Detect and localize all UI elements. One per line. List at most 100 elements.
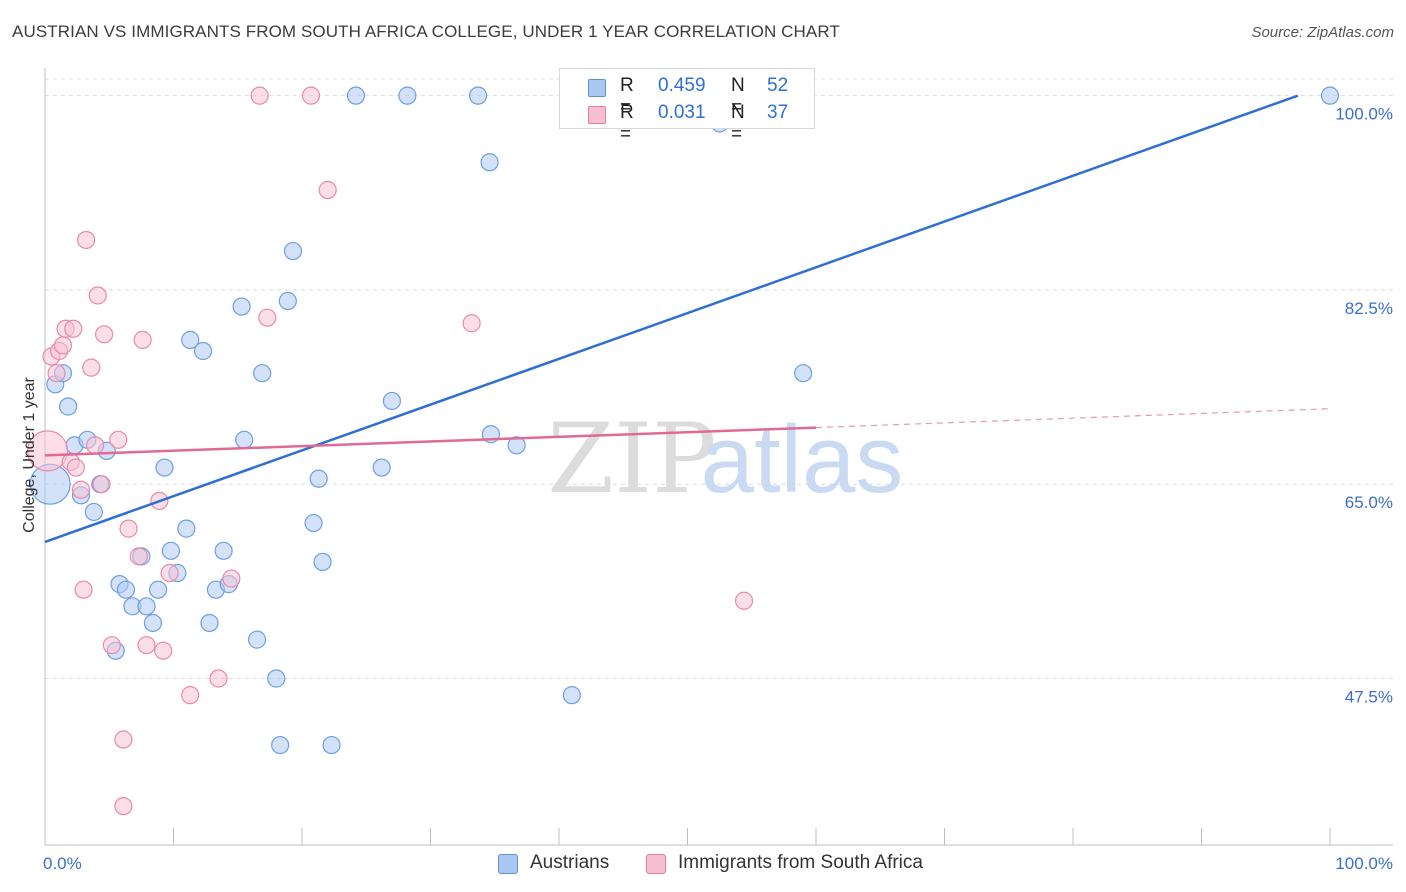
- austrians-trend-line: [44, 94, 1299, 544]
- austrians-point: [232, 297, 251, 316]
- austrians-point: [304, 513, 323, 533]
- watermark-atlas: atlas: [701, 406, 904, 513]
- grid-lines: [45, 78, 1393, 679]
- immigrants-point: [47, 364, 66, 383]
- austrians-point: [148, 580, 168, 599]
- y-tick-label: 47.5%: [1345, 687, 1393, 706]
- austrians-point: [177, 519, 196, 538]
- austrians-point: [214, 541, 233, 560]
- austrians-point: [267, 669, 286, 688]
- austrians-point: [278, 291, 297, 311]
- austrians-point: [193, 341, 213, 361]
- immigrants-point: [133, 330, 152, 349]
- immigrants-point: [86, 436, 105, 455]
- immigrants-point: [209, 669, 228, 688]
- legend-n-value: 52: [767, 75, 789, 96]
- austrians-point: [253, 364, 272, 383]
- immigrants-trend-extension: [815, 408, 1331, 429]
- y-tick-label: 65.0%: [1345, 493, 1393, 512]
- austrians-point: [322, 735, 341, 755]
- legend-swatch-austrians: [498, 854, 518, 874]
- immigrants-point: [462, 314, 481, 333]
- legend-label-immigrants: Immigrants from South Africa: [678, 852, 923, 873]
- immigrants-point: [71, 480, 91, 499]
- legend-n-value: 37: [767, 102, 789, 123]
- austrians-point: [507, 436, 526, 455]
- austrians-point: [398, 86, 417, 105]
- data-points: [26, 86, 1340, 816]
- immigrants-point: [301, 86, 321, 105]
- austrians-point: [480, 153, 499, 172]
- austrians-point: [309, 469, 328, 488]
- legend-r-value: 0.031: [658, 102, 706, 123]
- legend-swatch-pink: [588, 106, 606, 124]
- immigrants-point: [160, 563, 179, 583]
- immigrants-point: [318, 180, 337, 200]
- austrians-point: [562, 686, 581, 705]
- austrians-point: [235, 430, 254, 449]
- immigrants-point: [258, 308, 277, 327]
- immigrants-point: [77, 230, 96, 250]
- austrians-point: [283, 241, 303, 261]
- immigrants-point: [26, 430, 69, 472]
- austrians-point: [313, 552, 332, 572]
- austrians-point: [143, 613, 163, 633]
- austrians-point: [1320, 86, 1340, 105]
- immigrants-point: [74, 580, 93, 599]
- watermark: ZIP atlas: [547, 403, 903, 515]
- source-label: Source: ZipAtlas.com: [1251, 24, 1394, 41]
- legend-n-label: N =: [731, 102, 745, 145]
- immigrants-point: [129, 547, 148, 566]
- watermark-zip: ZIP: [547, 403, 716, 515]
- immigrants-point: [88, 286, 107, 305]
- austrians-point: [59, 397, 78, 416]
- austrians-point: [137, 597, 156, 616]
- chart-title: AUSTRIAN VS IMMIGRANTS FROM SOUTH AFRICA…: [12, 22, 840, 41]
- austrians-point: [200, 613, 219, 633]
- immigrants-point: [109, 430, 128, 449]
- immigrants-point: [222, 569, 241, 588]
- austrians-point: [155, 458, 174, 477]
- immigrants-point: [82, 358, 101, 377]
- legend-swatch-immigrants: [646, 854, 666, 874]
- austrians-point: [84, 502, 103, 522]
- immigrants-point: [64, 319, 83, 338]
- immigrants-point: [102, 636, 121, 655]
- austrians-point: [468, 86, 488, 105]
- tick-labels: 47.5% 65.0% 82.5% 100.0% 0.0% 100.0%: [43, 105, 1393, 873]
- austrians-point: [161, 541, 181, 560]
- immigrants-point: [95, 325, 114, 344]
- austrians-point: [271, 735, 290, 755]
- austrians-point: [382, 391, 402, 411]
- immigrants-point: [114, 797, 133, 816]
- legend-swatch-blue: [588, 79, 606, 97]
- legend-r-value: 0.459: [658, 75, 706, 96]
- y-tick-label: 82.5%: [1345, 299, 1393, 318]
- legend-r-label: R =: [620, 75, 634, 118]
- legend-r-label: R =: [620, 102, 634, 145]
- legend-n-label: N =: [731, 75, 745, 118]
- immigrants-point: [53, 336, 73, 355]
- immigrants-point: [92, 475, 111, 494]
- austrians-point: [372, 458, 391, 477]
- immigrants-trend-line: [44, 426, 817, 457]
- immigrants-point: [154, 641, 173, 660]
- austrians-point: [346, 86, 366, 105]
- immigrants-point: [181, 686, 200, 705]
- x-tick-label: 0.0%: [43, 854, 82, 873]
- x-tick-label: 100.0%: [1335, 854, 1393, 873]
- austrians-point: [181, 330, 200, 349]
- y-axis-label: College, Under 1 year: [21, 377, 38, 533]
- immigrants-point: [250, 86, 269, 105]
- immigrants-point: [66, 458, 85, 477]
- austrians-point: [794, 364, 813, 383]
- immigrants-point: [734, 591, 754, 610]
- trend-lines: [44, 94, 1331, 544]
- legend-label-austrians: Austrians: [530, 852, 610, 873]
- austrians-point: [247, 630, 267, 649]
- stats-legend: R = 0.459 N = 52 R = 0.031 N = 37: [559, 68, 815, 145]
- y-tick-label: 100.0%: [1335, 105, 1393, 124]
- immigrants-point: [119, 519, 138, 538]
- immigrants-point: [114, 730, 133, 749]
